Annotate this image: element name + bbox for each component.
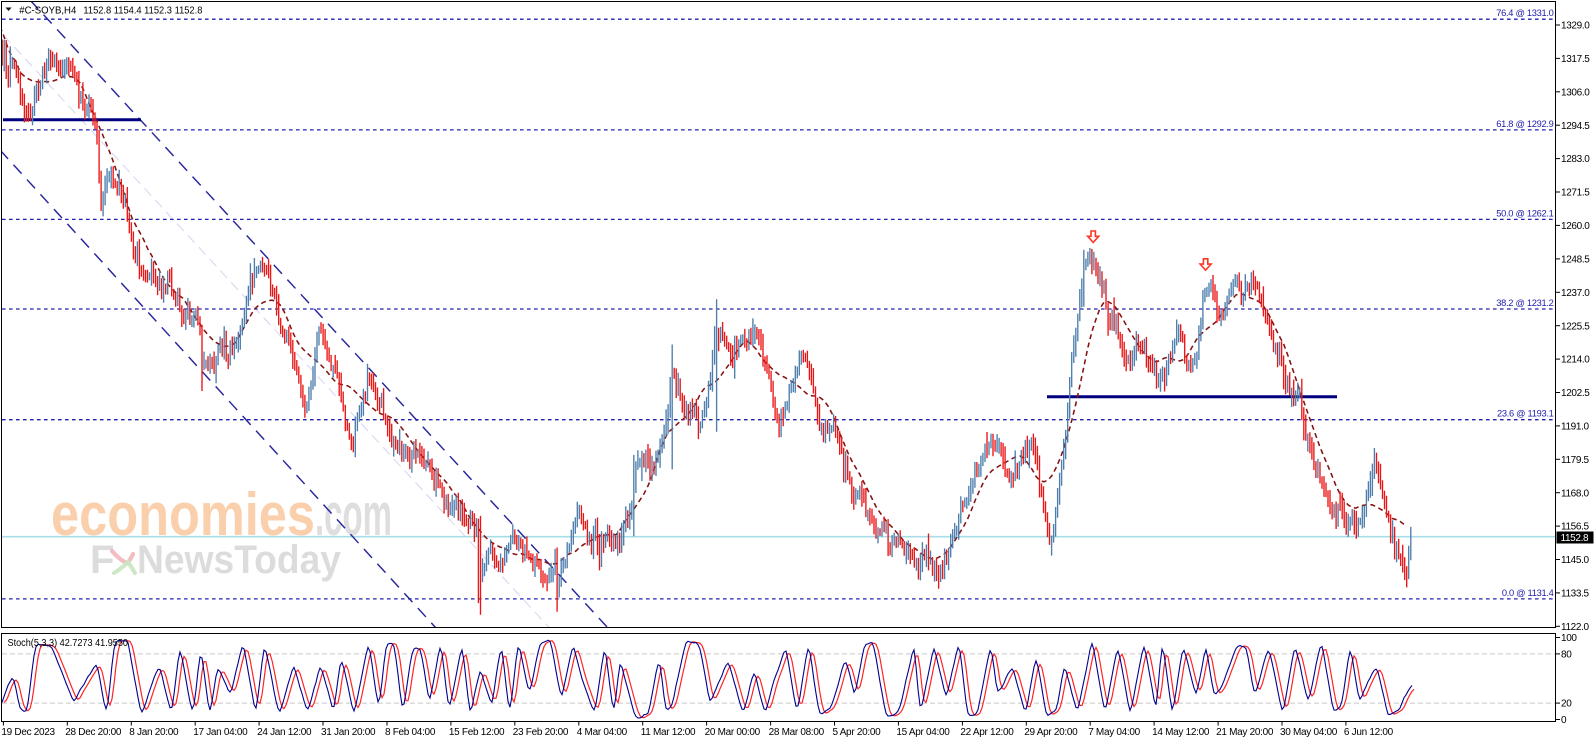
svg-text:NewsToday: NewsToday [137, 538, 342, 582]
svg-text:15 Feb 12:00: 15 Feb 12:00 [449, 727, 505, 738]
svg-text:76.4 @ 1331.0: 76.4 @ 1331.0 [1496, 8, 1553, 18]
svg-text:1225.5: 1225.5 [1561, 321, 1590, 332]
svg-text:20: 20 [1561, 699, 1572, 710]
svg-text:1237.0: 1237.0 [1561, 288, 1590, 299]
svg-text:30 May 04:00: 30 May 04:00 [1280, 727, 1338, 738]
svg-text:21 May 20:00: 21 May 20:00 [1216, 727, 1274, 738]
svg-text:F: F [90, 538, 114, 582]
svg-text:14 May 12:00: 14 May 12:00 [1152, 727, 1210, 738]
svg-text:100: 100 [1561, 633, 1577, 644]
svg-text:#C-SOYB,H4: #C-SOYB,H4 [19, 5, 76, 17]
svg-text:20 Mar 00:00: 20 Mar 00:00 [705, 727, 761, 738]
svg-text:1214.0: 1214.0 [1561, 355, 1590, 366]
svg-text:1329.0: 1329.0 [1561, 21, 1590, 32]
svg-text:1191.0: 1191.0 [1561, 422, 1590, 433]
svg-text:28 Mar 08:00: 28 Mar 08:00 [769, 727, 825, 738]
svg-text:23.6 @ 1193.1: 23.6 @ 1193.1 [1497, 409, 1554, 419]
svg-text:5 Apr 20:00: 5 Apr 20:00 [833, 727, 882, 738]
svg-text:1283.0: 1283.0 [1561, 154, 1590, 165]
svg-text:22 Apr 12:00: 22 Apr 12:00 [960, 727, 1014, 738]
svg-text:1122.0: 1122.0 [1561, 622, 1590, 633]
svg-text:1179.5: 1179.5 [1561, 455, 1590, 466]
svg-text:1152.8 1154.4 1152.3 1152.8: 1152.8 1154.4 1152.3 1152.8 [83, 5, 202, 17]
svg-text:23 Feb 20:00: 23 Feb 20:00 [513, 727, 569, 738]
svg-text:Stoch(5,3,3) 42.7273 41.9550: Stoch(5,3,3) 42.7273 41.9550 [8, 638, 129, 649]
svg-text:1145.0: 1145.0 [1561, 555, 1590, 566]
svg-text:8 Jan 20:00: 8 Jan 20:00 [129, 727, 179, 738]
svg-text:1271.5: 1271.5 [1561, 188, 1590, 199]
svg-text:1133.5: 1133.5 [1561, 589, 1590, 600]
svg-text:11 Mar 12:00: 11 Mar 12:00 [641, 727, 696, 738]
svg-text:17 Jan 04:00: 17 Jan 04:00 [193, 727, 248, 738]
svg-text:0.0 @ 1131.4: 0.0 @ 1131.4 [1502, 588, 1554, 598]
svg-text:7 May 04:00: 7 May 04:00 [1088, 727, 1140, 738]
svg-text:1294.5: 1294.5 [1561, 121, 1590, 132]
svg-text:1202.5: 1202.5 [1561, 388, 1590, 399]
svg-text:1156.5: 1156.5 [1561, 522, 1590, 533]
svg-text:28 Dec 20:00: 28 Dec 20:00 [65, 727, 122, 738]
svg-text:4 Mar 04:00: 4 Mar 04:00 [577, 727, 628, 738]
svg-text:19 Dec 2023: 19 Dec 2023 [1, 727, 55, 738]
svg-text:1317.5: 1317.5 [1561, 54, 1590, 65]
svg-text:0: 0 [1561, 715, 1567, 726]
svg-text:29 Apr 20:00: 29 Apr 20:00 [1024, 727, 1078, 738]
svg-text:1168.0: 1168.0 [1561, 488, 1590, 499]
svg-text:15 Apr 04:00: 15 Apr 04:00 [896, 727, 950, 738]
svg-text:1152.8: 1152.8 [1561, 533, 1590, 544]
svg-text:38.2 @ 1231.2: 38.2 @ 1231.2 [1496, 298, 1553, 308]
svg-text:61.8 @ 1292.9: 61.8 @ 1292.9 [1496, 119, 1553, 129]
svg-text:1260.0: 1260.0 [1561, 221, 1590, 232]
svg-text:80: 80 [1561, 650, 1572, 661]
svg-text:24 Jan 12:00: 24 Jan 12:00 [257, 727, 312, 738]
svg-text:1248.5: 1248.5 [1561, 255, 1590, 266]
svg-text:31 Jan 20:00: 31 Jan 20:00 [321, 727, 376, 738]
svg-text:8 Feb 04:00: 8 Feb 04:00 [385, 727, 436, 738]
svg-text:50.0 @ 1262.1: 50.0 @ 1262.1 [1496, 208, 1553, 218]
svg-text:1306.0: 1306.0 [1561, 87, 1590, 98]
svg-text:6 Jun 12:00: 6 Jun 12:00 [1344, 727, 1394, 738]
